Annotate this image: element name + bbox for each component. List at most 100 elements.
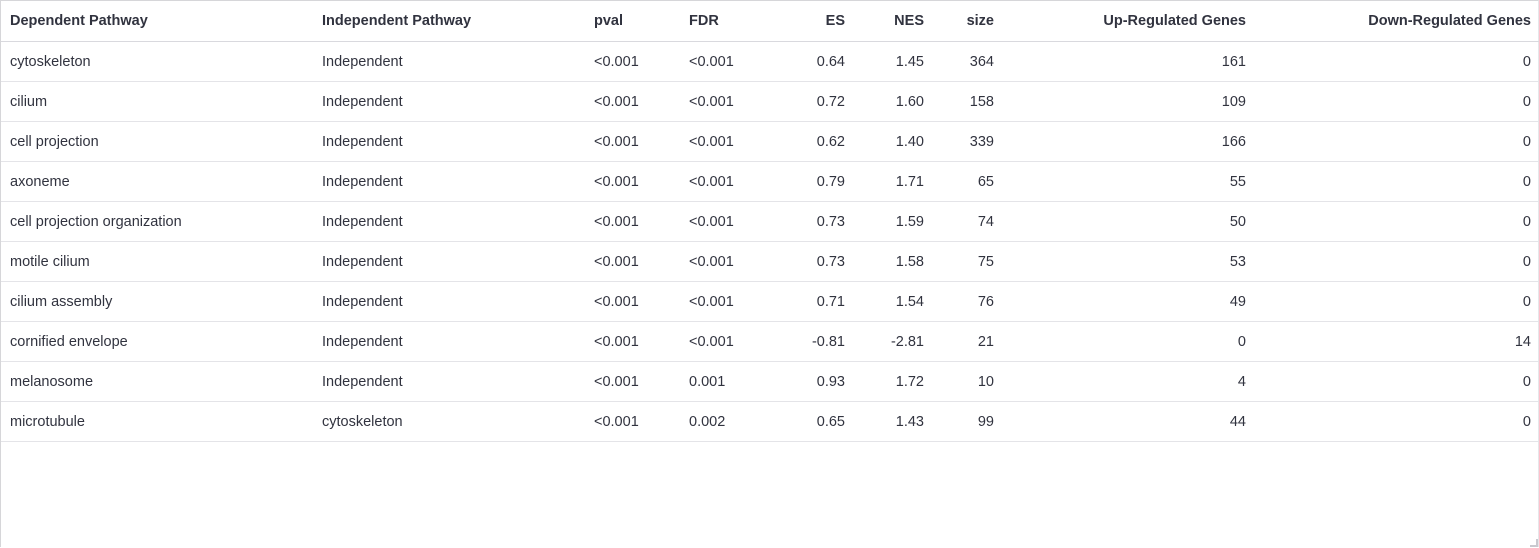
cell-down-regulated-genes[interactable]: 0 [1522, 293, 1531, 310]
table-row[interactable]: motile cilium Independent <0.001 <0.001 … [1, 242, 1539, 282]
cell-es[interactable]: 0.72 [816, 93, 845, 110]
cell-pval[interactable]: <0.001 [594, 133, 639, 150]
table-row[interactable]: cytoskeleton Independent <0.001 <0.001 0… [1, 42, 1539, 82]
cell-nes[interactable]: 1.60 [895, 93, 924, 110]
cell-up-regulated-genes[interactable]: 109 [1221, 93, 1246, 110]
cell-independent-pathway[interactable]: Independent [322, 93, 403, 110]
cell-es[interactable]: 0.65 [816, 413, 845, 430]
cell-es[interactable]: -0.81 [811, 333, 845, 350]
column-header-up-regulated-genes[interactable]: Up-Regulated Genes [1103, 12, 1246, 29]
cell-es[interactable]: 0.73 [816, 253, 845, 270]
cell-dependent-pathway[interactable]: axoneme [10, 173, 70, 190]
cell-pval[interactable]: <0.001 [594, 253, 639, 270]
column-header-fdr[interactable]: FDR [689, 12, 719, 29]
cell-es[interactable]: 0.64 [816, 53, 845, 70]
cell-pval[interactable]: <0.001 [594, 93, 639, 110]
cell-independent-pathway[interactable]: Independent [322, 293, 403, 310]
cell-dependent-pathway[interactable]: melanosome [10, 373, 94, 390]
cell-nes[interactable]: 1.59 [895, 213, 924, 230]
resize-handle[interactable] [1530, 539, 1538, 547]
cell-up-regulated-genes[interactable]: 50 [1229, 213, 1246, 230]
cell-up-regulated-genes[interactable]: 166 [1221, 133, 1246, 150]
cell-up-regulated-genes[interactable]: 4 [1237, 373, 1246, 390]
cell-fdr[interactable]: 0.002 [689, 413, 726, 430]
cell-size[interactable]: 65 [977, 173, 994, 190]
cell-size[interactable]: 75 [977, 253, 994, 270]
cell-nes[interactable]: 1.43 [895, 413, 924, 430]
cell-fdr[interactable]: <0.001 [689, 253, 734, 270]
cell-independent-pathway[interactable]: Independent [322, 173, 403, 190]
cell-dependent-pathway[interactable]: cilium assembly [10, 293, 113, 310]
cell-independent-pathway[interactable]: Independent [322, 213, 403, 230]
cell-independent-pathway[interactable]: cytoskeleton [322, 413, 403, 430]
cell-dependent-pathway[interactable]: cilium [10, 93, 48, 110]
cell-dependent-pathway[interactable]: cytoskeleton [10, 53, 91, 70]
cell-pval[interactable]: <0.001 [594, 213, 639, 230]
cell-up-regulated-genes[interactable]: 55 [1229, 173, 1246, 190]
cell-up-regulated-genes[interactable]: 53 [1229, 253, 1246, 270]
cell-nes[interactable]: 1.45 [895, 53, 924, 70]
column-header-nes[interactable]: NES [894, 12, 924, 29]
cell-pval[interactable]: <0.001 [594, 293, 639, 310]
cell-nes[interactable]: 1.71 [895, 173, 924, 190]
cell-size[interactable]: 76 [977, 293, 994, 310]
cell-pval[interactable]: <0.001 [594, 53, 639, 70]
table-row[interactable]: cell projection Independent <0.001 <0.00… [1, 122, 1539, 162]
cell-es[interactable]: 0.71 [816, 293, 845, 310]
column-header-pval[interactable]: pval [594, 12, 624, 29]
cell-es[interactable]: 0.62 [816, 133, 845, 150]
cell-size[interactable]: 21 [977, 333, 994, 350]
cell-size[interactable]: 364 [969, 53, 994, 70]
cell-down-regulated-genes[interactable]: 0 [1522, 253, 1531, 270]
column-header-down-regulated-genes[interactable]: Down-Regulated Genes [1368, 12, 1531, 29]
cell-independent-pathway[interactable]: Independent [322, 373, 403, 390]
cell-pval[interactable]: <0.001 [594, 333, 639, 350]
cell-dependent-pathway[interactable]: microtubule [10, 413, 85, 430]
cell-size[interactable]: 339 [969, 133, 994, 150]
cell-es[interactable]: 0.73 [816, 213, 845, 230]
cell-pval[interactable]: <0.001 [594, 173, 639, 190]
cell-nes[interactable]: -2.81 [890, 333, 924, 350]
cell-dependent-pathway[interactable]: cell projection organization [10, 213, 182, 230]
column-header-dependent-pathway[interactable]: Dependent Pathway [10, 12, 148, 29]
cell-down-regulated-genes[interactable]: 0 [1522, 173, 1531, 190]
cell-independent-pathway[interactable]: Independent [322, 333, 403, 350]
cell-size[interactable]: 158 [969, 93, 994, 110]
table-row[interactable]: melanosome Independent <0.001 0.001 0.93… [1, 362, 1539, 402]
cell-pval[interactable]: <0.001 [594, 413, 639, 430]
cell-pval[interactable]: <0.001 [594, 373, 639, 390]
cell-size[interactable]: 74 [977, 213, 994, 230]
cell-es[interactable]: 0.93 [816, 373, 845, 390]
table-row[interactable]: cell projection organization Independent… [1, 202, 1539, 242]
cell-fdr[interactable]: <0.001 [689, 333, 734, 350]
cell-down-regulated-genes[interactable]: 0 [1522, 213, 1531, 230]
cell-fdr[interactable]: <0.001 [689, 213, 734, 230]
cell-nes[interactable]: 1.58 [895, 253, 924, 270]
column-header-independent-pathway[interactable]: Independent Pathway [322, 12, 472, 29]
cell-nes[interactable]: 1.72 [895, 373, 924, 390]
table-row[interactable]: cornified envelope Independent <0.001 <0… [1, 322, 1539, 362]
cell-nes[interactable]: 1.54 [895, 293, 924, 310]
table-row[interactable]: microtubule cytoskeleton <0.001 0.002 0.… [1, 402, 1539, 442]
cell-independent-pathway[interactable]: Independent [322, 253, 403, 270]
cell-es[interactable]: 0.79 [816, 173, 845, 190]
cell-down-regulated-genes[interactable]: 0 [1522, 373, 1531, 390]
cell-down-regulated-genes[interactable]: 0 [1522, 93, 1531, 110]
table-row[interactable]: cilium Independent <0.001 <0.001 0.72 1.… [1, 82, 1539, 122]
cell-nes[interactable]: 1.40 [895, 133, 924, 150]
cell-fdr[interactable]: <0.001 [689, 173, 734, 190]
column-header-es[interactable]: ES [825, 12, 845, 29]
cell-down-regulated-genes[interactable]: 14 [1514, 333, 1531, 350]
cell-independent-pathway[interactable]: Independent [322, 133, 403, 150]
cell-dependent-pathway[interactable]: motile cilium [10, 253, 90, 270]
cell-up-regulated-genes[interactable]: 0 [1237, 333, 1246, 350]
cell-dependent-pathway[interactable]: cell projection [10, 133, 99, 150]
cell-up-regulated-genes[interactable]: 161 [1221, 53, 1246, 70]
table-row[interactable]: cilium assembly Independent <0.001 <0.00… [1, 282, 1539, 322]
cell-fdr[interactable]: <0.001 [689, 293, 734, 310]
cell-up-regulated-genes[interactable]: 44 [1229, 413, 1246, 430]
cell-fdr[interactable]: <0.001 [689, 53, 734, 70]
cell-size[interactable]: 10 [977, 373, 994, 390]
cell-down-regulated-genes[interactable]: 0 [1522, 53, 1531, 70]
cell-independent-pathway[interactable]: Independent [322, 53, 403, 70]
